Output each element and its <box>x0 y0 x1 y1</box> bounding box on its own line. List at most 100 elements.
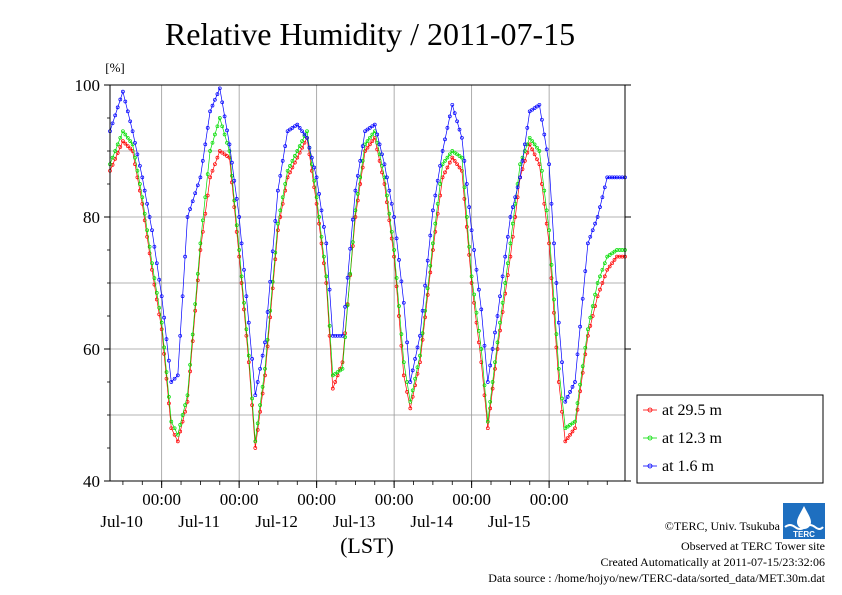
data-point <box>580 296 585 301</box>
data-point <box>157 277 162 282</box>
data-point <box>542 132 547 137</box>
data-point <box>128 119 133 124</box>
data-point <box>152 276 157 280</box>
data-point <box>382 182 387 186</box>
data-point <box>355 192 360 196</box>
data-point <box>150 228 154 233</box>
data-point <box>121 129 125 134</box>
data-point <box>210 168 215 173</box>
data-point <box>485 426 490 431</box>
data-point <box>425 286 430 291</box>
data-point <box>215 92 220 96</box>
data-point <box>172 376 177 381</box>
data-point <box>154 291 159 295</box>
data-point <box>363 149 367 153</box>
data-point <box>244 333 249 338</box>
data-point <box>300 139 304 143</box>
data-point <box>433 229 438 234</box>
legend-item: at 1.6 m <box>643 458 715 475</box>
data-point <box>418 353 422 358</box>
data-point <box>340 366 345 371</box>
data-point <box>401 360 406 365</box>
data-point <box>295 155 300 160</box>
data-point <box>297 150 302 155</box>
data-point <box>145 201 149 206</box>
data-point <box>370 124 375 129</box>
data-point <box>152 244 157 249</box>
data-point <box>319 234 324 239</box>
data-point <box>265 337 270 342</box>
data-point <box>464 182 469 186</box>
data-point <box>123 99 128 104</box>
data-point <box>128 146 133 151</box>
data-point <box>382 175 387 180</box>
data-point <box>215 155 220 160</box>
data-point <box>167 395 171 399</box>
data-point <box>295 122 300 127</box>
data-point <box>363 129 367 134</box>
x-tick-date: Jul-10 <box>100 512 143 531</box>
data-point <box>230 180 234 185</box>
data-point <box>600 267 605 272</box>
data-point <box>518 175 522 180</box>
data-point <box>413 357 417 361</box>
data-point <box>547 162 551 167</box>
data-point <box>460 155 464 160</box>
data-point <box>190 199 195 204</box>
data-point <box>142 188 147 193</box>
data-point <box>280 159 285 163</box>
legend-item: at 29.5 m <box>643 402 723 419</box>
data-point <box>172 426 177 431</box>
data-point <box>255 428 260 432</box>
y-tick-label: 60 <box>83 340 100 359</box>
grid-lines <box>110 85 625 481</box>
legend-item: at 12.3 m <box>643 430 723 447</box>
footer-credit: ©TERC, Univ. Tsukuba <box>665 519 781 533</box>
data-point <box>482 383 487 388</box>
data-point <box>575 352 580 357</box>
data-point <box>183 403 187 407</box>
data-point <box>602 274 607 279</box>
data-point <box>401 373 406 378</box>
data-point <box>314 195 319 200</box>
data-point <box>401 300 406 305</box>
data-point <box>169 380 174 384</box>
data-point <box>178 423 183 427</box>
data-point <box>532 152 537 157</box>
data-point <box>586 333 590 338</box>
data-point <box>353 215 358 219</box>
series-2 <box>108 116 627 444</box>
data-point <box>438 182 442 186</box>
data-point <box>276 188 280 193</box>
data-point <box>333 380 338 384</box>
x-tick-time: 00:00 <box>220 490 259 509</box>
data-point <box>570 421 575 426</box>
data-point <box>382 162 387 167</box>
data-point <box>234 223 239 228</box>
data-point <box>358 159 363 163</box>
x-tick-date: Jul-13 <box>333 512 376 531</box>
data-point <box>413 376 417 381</box>
data-point <box>135 152 140 157</box>
data-point <box>610 175 614 180</box>
data-point <box>568 390 572 394</box>
data-point <box>340 360 345 365</box>
data-point <box>250 396 254 401</box>
data-point <box>565 424 570 429</box>
data-point <box>355 173 360 178</box>
data-point <box>258 409 262 414</box>
data-point <box>527 135 532 140</box>
data-point <box>595 215 600 219</box>
data-point <box>195 271 200 276</box>
footer-created: Created Automatically at 2011-07-15/23:3… <box>600 555 825 569</box>
data-point <box>138 163 142 168</box>
data-point <box>350 217 355 222</box>
data-point <box>399 279 404 284</box>
data-point <box>420 331 425 336</box>
data-point <box>338 333 342 338</box>
data-point <box>159 320 164 325</box>
data-point <box>265 344 270 349</box>
data-point <box>268 315 273 320</box>
data-point <box>162 345 166 350</box>
data-point <box>598 287 602 292</box>
